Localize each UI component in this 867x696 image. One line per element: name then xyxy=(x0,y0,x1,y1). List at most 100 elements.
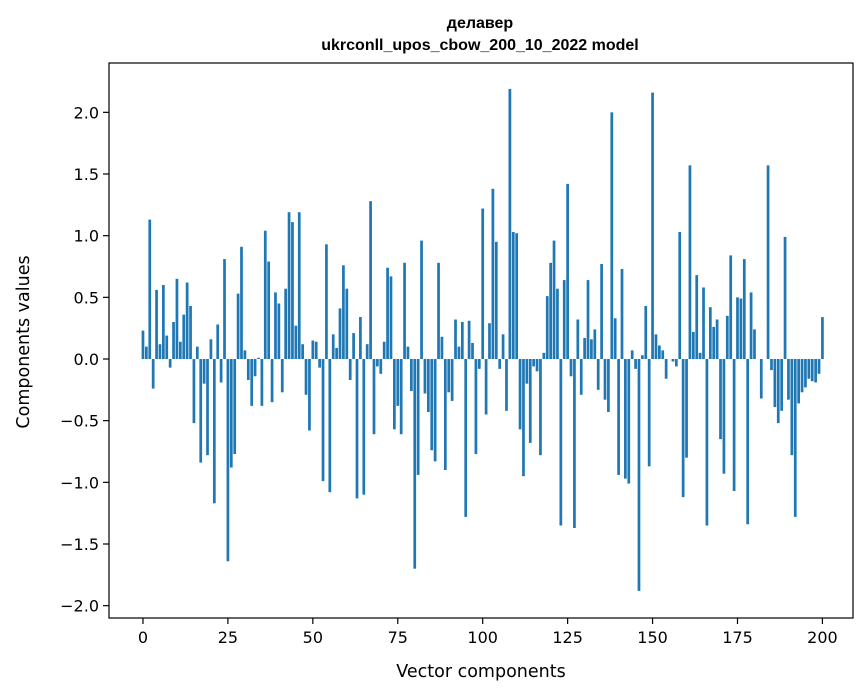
bar xyxy=(420,240,423,359)
bar xyxy=(185,282,189,359)
x-tick-label: 175 xyxy=(722,628,753,647)
x-tick-label: 75 xyxy=(388,628,408,647)
x-tick-label: 50 xyxy=(303,628,323,647)
bars-group xyxy=(141,88,824,591)
bar xyxy=(484,359,488,415)
bar xyxy=(698,352,702,359)
bar xyxy=(637,359,641,591)
bar xyxy=(658,345,661,359)
bar xyxy=(528,359,532,443)
chart-title-line1: делавер xyxy=(447,15,514,32)
bar xyxy=(783,236,787,359)
bar xyxy=(556,288,559,359)
x-tick-label: 100 xyxy=(467,628,498,647)
bar xyxy=(732,359,736,491)
bar xyxy=(739,298,743,359)
bar xyxy=(195,346,199,359)
bar xyxy=(362,359,366,495)
bar xyxy=(593,329,597,359)
bar xyxy=(498,359,502,369)
bar xyxy=(610,112,614,359)
bar xyxy=(274,292,277,359)
bar xyxy=(277,303,281,359)
bar xyxy=(787,359,790,400)
bar xyxy=(321,359,325,482)
bar xyxy=(192,359,196,424)
bar xyxy=(807,359,811,379)
bar xyxy=(776,359,780,424)
bar xyxy=(664,359,668,379)
bar xyxy=(172,322,175,359)
bar xyxy=(229,359,233,468)
bar xyxy=(233,359,237,454)
bar xyxy=(158,344,162,359)
bar xyxy=(148,219,152,359)
bar xyxy=(359,317,362,359)
chart-title-line2: ukrconll_upos_cbow_200_10_2022 model xyxy=(321,37,638,54)
bar xyxy=(617,359,620,475)
bar xyxy=(270,359,274,403)
bar xyxy=(821,317,824,359)
bar xyxy=(702,287,705,359)
bar xyxy=(379,359,383,374)
bar xyxy=(661,350,665,359)
bar xyxy=(766,165,770,359)
bar xyxy=(369,201,372,359)
bar xyxy=(678,231,682,359)
bar xyxy=(590,339,593,359)
bar xyxy=(505,359,508,411)
bar xyxy=(515,233,519,359)
bar xyxy=(206,359,209,456)
bar xyxy=(474,359,478,454)
bar xyxy=(525,359,529,384)
bar xyxy=(165,335,169,359)
bar xyxy=(318,359,321,368)
bar xyxy=(437,262,440,359)
bar xyxy=(522,359,525,477)
bar xyxy=(603,359,607,400)
bar xyxy=(365,344,369,359)
bar xyxy=(613,318,617,359)
bar xyxy=(426,359,430,413)
bar xyxy=(399,359,403,435)
plot-frame xyxy=(108,62,854,619)
bar xyxy=(182,314,186,359)
bar xyxy=(325,244,328,359)
bar xyxy=(460,322,464,359)
bar xyxy=(814,359,817,383)
bar xyxy=(746,359,750,525)
x-tick-label: 0 xyxy=(138,628,148,647)
bar xyxy=(155,289,158,359)
bar xyxy=(477,359,481,369)
bar xyxy=(246,359,250,380)
x-axis-label: Vector components xyxy=(396,662,565,682)
bar xyxy=(376,359,379,367)
x-tick-label: 25 xyxy=(218,628,238,647)
bar xyxy=(793,359,797,517)
bar xyxy=(674,359,678,367)
bar xyxy=(501,334,505,359)
bar xyxy=(284,288,288,359)
bar xyxy=(216,324,220,359)
bar xyxy=(705,359,709,526)
bar xyxy=(450,359,454,401)
bar xyxy=(518,359,522,430)
bar xyxy=(355,359,359,499)
bar xyxy=(178,341,182,359)
bar xyxy=(620,268,624,359)
bar xyxy=(189,305,192,359)
bar xyxy=(559,359,563,526)
bar xyxy=(406,346,410,359)
bar xyxy=(168,359,172,368)
bar xyxy=(430,359,434,451)
bar xyxy=(549,262,552,359)
bar xyxy=(634,359,637,369)
bar xyxy=(647,359,651,467)
bar xyxy=(396,359,400,406)
bar xyxy=(260,359,264,406)
bar xyxy=(715,319,719,359)
bar xyxy=(532,359,536,367)
bar xyxy=(573,359,576,528)
y-tick-label: −0.5 xyxy=(60,412,99,431)
